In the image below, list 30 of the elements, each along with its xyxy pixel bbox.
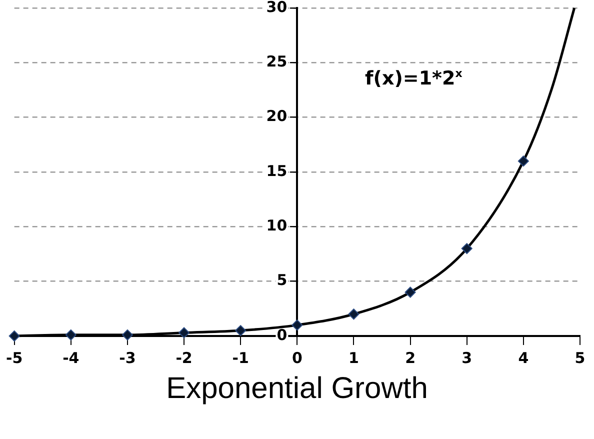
x-tick-label: 1 xyxy=(348,348,359,367)
x-tick-label: 0 xyxy=(292,348,302,367)
y-tick-label: 30 xyxy=(266,0,288,16)
x-tick-label: -1 xyxy=(232,348,249,367)
annotation: f(x)=1*2$^{x}$ xyxy=(365,67,462,90)
y-tick-label: 10 xyxy=(266,216,288,235)
y-tick-label: 20 xyxy=(266,107,288,126)
x-tick-label: 4 xyxy=(518,348,529,367)
point xyxy=(461,243,472,254)
x-tick-label: -4 xyxy=(62,348,80,367)
point xyxy=(178,327,190,338)
point xyxy=(292,320,303,331)
y-tick-label: 25 xyxy=(266,52,288,71)
x-tick-label: -2 xyxy=(176,348,192,367)
point xyxy=(404,286,416,298)
text: Exponential Growth xyxy=(165,372,429,406)
y-tick-label: 5 xyxy=(276,271,288,290)
x-tick-label: 3 xyxy=(462,348,472,367)
x-tick-label: 2 xyxy=(405,348,416,367)
point xyxy=(348,308,360,320)
x-tick-label: 5 xyxy=(574,348,586,367)
y-tick-label: 0 xyxy=(276,326,288,344)
x-tick-label: -5 xyxy=(6,348,23,367)
point xyxy=(8,330,20,342)
point xyxy=(518,156,529,167)
point xyxy=(65,329,76,340)
point xyxy=(122,329,133,340)
x-tick-label: -3 xyxy=(119,348,136,367)
point xyxy=(235,325,246,336)
y-tick-label: 15 xyxy=(266,162,288,180)
